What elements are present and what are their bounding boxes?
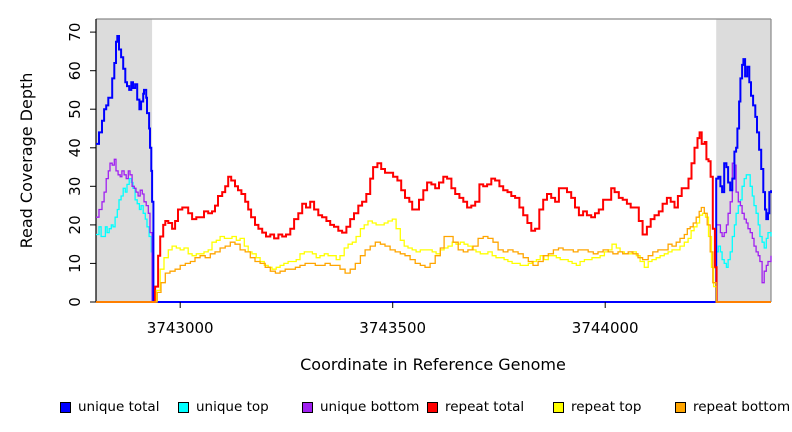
y-tick-label: 30 [66,177,84,196]
shaded-regions-layer [96,19,771,302]
x-tick-label: 3744000 [572,319,639,337]
series-unique-bottom-line [96,158,772,303]
x-tick-label: 3743500 [359,319,426,337]
series-repeat-bottom-line [96,206,771,303]
x-tick-label: 3743000 [147,319,214,337]
y-tick-label: 40 [66,138,84,157]
y-tick-label: 50 [66,100,84,119]
y-axis-title: Read Coverage Depth [17,73,36,249]
y-tick-label: 70 [66,23,84,42]
y-tick-label: 10 [66,254,84,273]
series-unique-top-line [96,174,772,303]
y-tick-label: 20 [66,215,84,234]
series-unique-total-line [96,35,772,303]
series-repeat-total-line [96,131,771,303]
y-tick-label: 0 [66,297,84,307]
plot-box [95,18,772,303]
ticks-layer: 3743000 3743500 3744000 0 10 20 30 40 50 60 70 [66,23,639,337]
x-axis-title: Coordinate in Reference Genome [300,355,566,374]
series-layer [96,35,772,303]
y-tick-label: 60 [66,61,84,80]
